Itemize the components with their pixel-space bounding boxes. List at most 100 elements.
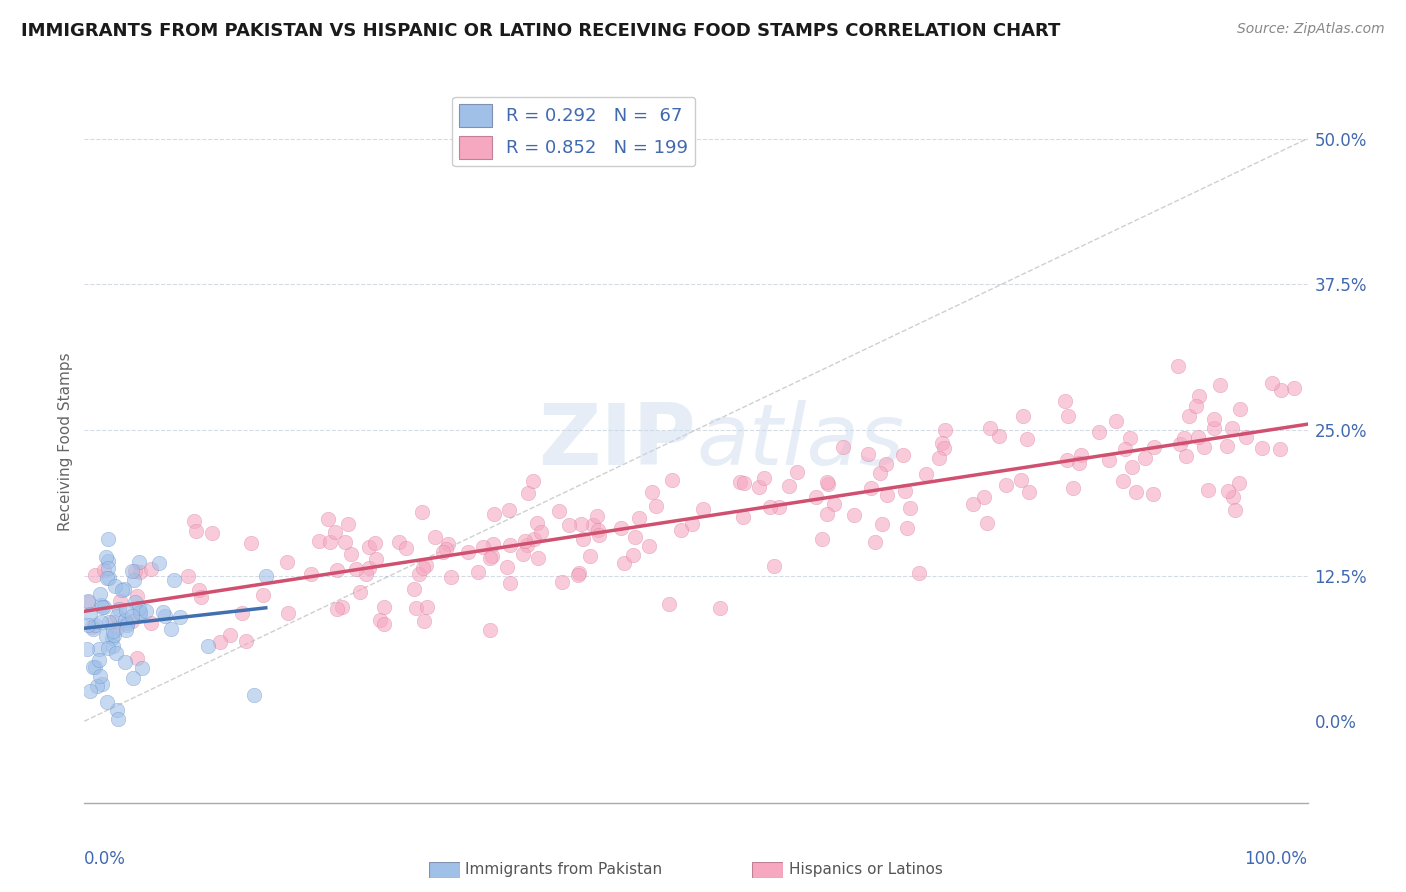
Point [1220, 420, 1243, 434]
Point [97, 532, 120, 546]
Point [1194, 441, 1216, 455]
Point [748, 480, 770, 494]
Text: ZIP: ZIP [538, 400, 696, 483]
Point [1067, 456, 1090, 470]
Point [1234, 430, 1257, 444]
Point [709, 600, 731, 615]
Point [1225, 503, 1247, 517]
Point [567, 567, 589, 582]
Point [1218, 483, 1240, 498]
Point [467, 565, 489, 579]
Point [98, 571, 121, 585]
Point [1142, 486, 1164, 500]
Point [1070, 448, 1092, 462]
Point [235, 633, 257, 648]
Point [128, 555, 150, 569]
Point [188, 583, 211, 598]
Point [994, 478, 1017, 492]
Point [423, 530, 446, 544]
Point [513, 533, 536, 548]
Point [550, 574, 572, 589]
Text: IMMIGRANTS FROM PAKISTAN VS HISPANIC OR LATINO RECEIVING FOOD STAMPS CORRELATION: IMMIGRANTS FROM PAKISTAN VS HISPANIC OR … [21, 22, 1060, 40]
Point [412, 561, 434, 575]
Point [1056, 453, 1078, 467]
Point [190, 591, 212, 605]
Point [523, 532, 546, 546]
Point [405, 600, 427, 615]
Point [499, 576, 522, 591]
Point [319, 534, 342, 549]
Point [169, 610, 191, 624]
Point [478, 624, 501, 638]
Point [349, 584, 371, 599]
Point [516, 485, 538, 500]
Point [823, 497, 845, 511]
Point [817, 477, 839, 491]
Point [1197, 483, 1219, 497]
Point [89, 669, 111, 683]
Point [896, 521, 918, 535]
Point [77, 617, 100, 632]
Point [928, 450, 950, 465]
Point [586, 524, 609, 538]
Point [915, 467, 938, 481]
Point [908, 566, 931, 581]
Point [354, 567, 377, 582]
Point [115, 603, 138, 617]
Point [1168, 436, 1191, 450]
Point [762, 558, 785, 573]
Point [495, 559, 517, 574]
Point [415, 600, 437, 615]
Point [252, 588, 274, 602]
Point [197, 639, 219, 653]
Point [692, 502, 714, 516]
Point [218, 628, 240, 642]
Point [395, 541, 418, 555]
Point [979, 421, 1001, 435]
Text: Immigrants from Pakistan: Immigrants from Pakistan [465, 863, 662, 877]
Point [547, 504, 569, 518]
Point [96, 571, 118, 585]
Point [728, 475, 751, 489]
Point [388, 534, 411, 549]
Point [588, 527, 610, 541]
Point [1167, 359, 1189, 373]
Point [432, 545, 454, 559]
Point [323, 525, 346, 540]
Point [326, 563, 349, 577]
Point [1121, 459, 1143, 474]
Point [582, 517, 605, 532]
Point [82, 659, 104, 673]
Point [898, 500, 921, 515]
Point [572, 532, 595, 546]
Point [404, 582, 426, 596]
Point [1105, 414, 1128, 428]
Point [77, 595, 100, 609]
Point [277, 606, 299, 620]
Point [129, 606, 152, 620]
Text: 100.0%: 100.0% [1244, 850, 1308, 868]
Point [859, 481, 882, 495]
Point [135, 604, 157, 618]
Point [516, 538, 538, 552]
Point [97, 640, 120, 655]
Point [364, 536, 387, 550]
Point [93, 600, 115, 615]
Point [931, 435, 953, 450]
Point [129, 565, 152, 579]
Y-axis label: Receiving Food Stamps: Receiving Food Stamps [58, 352, 73, 531]
Point [208, 635, 231, 649]
Point [127, 651, 149, 665]
Point [254, 569, 277, 583]
Point [627, 511, 650, 525]
Point [578, 549, 600, 564]
Point [148, 556, 170, 570]
Point [962, 497, 984, 511]
Point [114, 655, 136, 669]
Point [82, 622, 104, 636]
Point [155, 609, 177, 624]
Point [128, 601, 150, 615]
Point [97, 554, 120, 568]
Point [1268, 442, 1291, 456]
Point [610, 520, 633, 534]
